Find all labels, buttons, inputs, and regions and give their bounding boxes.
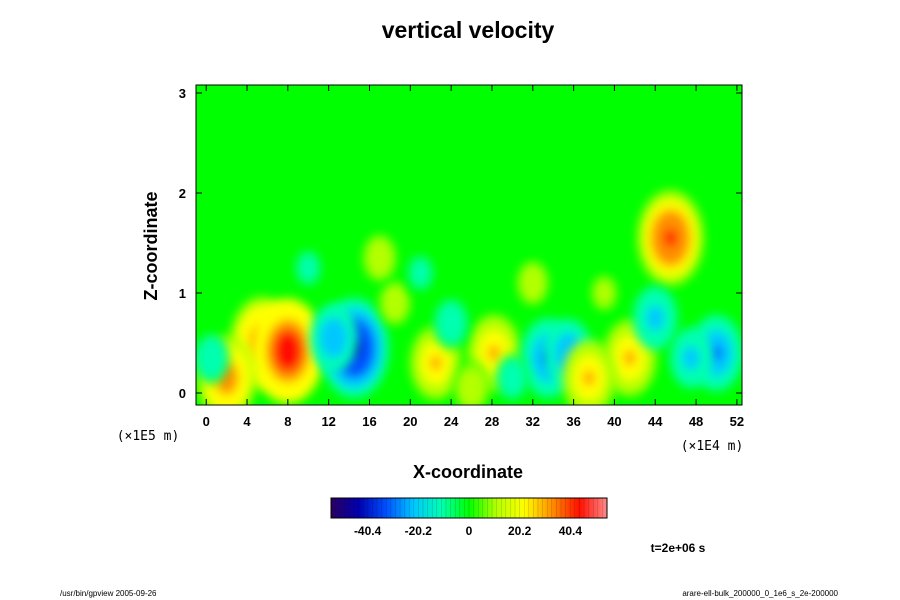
velocity-feature [196, 332, 230, 384]
x-tick-label: 32 [526, 414, 540, 429]
x-axis-title: X-coordinate [413, 462, 523, 482]
x-tick-label: 8 [284, 414, 291, 429]
x-tick-label: 40 [607, 414, 621, 429]
velocity-feature [453, 362, 490, 405]
velocity-feature [362, 232, 398, 284]
x-tick-label: 0 [203, 414, 210, 429]
x-tick-label: 4 [243, 414, 251, 429]
velocity-feature [562, 340, 616, 405]
y-tick-label: 1 [179, 286, 186, 301]
footer-right: arare-ell-bulk_200000_0_1e6_s_2e-200000 [682, 589, 838, 598]
velocity-feature [251, 298, 325, 404]
x-tick-label: 44 [648, 414, 663, 429]
colorbar-tick-label: 40.4 [559, 524, 583, 538]
velocity-feature [292, 246, 324, 290]
y-axis: 0 1 2 3 [179, 86, 742, 401]
colorbar-ticks: -40.4 -20.2 0 20.2 40.4 [335, 498, 603, 538]
x-tick-label: 52 [730, 414, 744, 429]
x-tick-label: 16 [362, 414, 376, 429]
velocity-feature [495, 354, 529, 402]
colorbar-tick-label: 20.2 [508, 524, 532, 538]
y-tick-label: 0 [179, 386, 186, 401]
velocity-feature [405, 251, 437, 295]
velocity-field [196, 190, 742, 405]
x-axis: 0 4 8 12 16 20 24 28 32 36 40 44 48 52 [203, 85, 744, 429]
velocity-feature [603, 320, 657, 396]
chart-title: vertical velocity [382, 17, 555, 43]
velocity-feature [588, 271, 620, 315]
velocity-feature [432, 297, 470, 349]
y-tick-label: 3 [179, 86, 186, 101]
y-axis-title: Z-coordinate [141, 191, 161, 300]
colorbar-tick-label: 0 [466, 524, 473, 538]
x-axis-unit: (×1E4 m) [681, 439, 744, 454]
x-tick-label: 20 [403, 414, 417, 429]
velocity-feature [310, 304, 358, 372]
footer-left: /usr/bin/gpview 2005-09-26 [60, 589, 157, 598]
x-tick-label: 36 [566, 414, 580, 429]
x-tick-label: 48 [689, 414, 703, 429]
velocity-feature [516, 259, 550, 307]
time-label: t=2e+06 s [651, 541, 706, 555]
x-tick-label: 28 [485, 414, 499, 429]
velocity-feature [633, 286, 678, 350]
velocity-feature [378, 279, 412, 327]
plot-frame [195, 84, 743, 406]
velocity-feature [637, 190, 704, 286]
y-axis-unit: (×1E5 m) [117, 429, 180, 444]
colorbar-gradient [330, 497, 608, 519]
velocity-feature [669, 328, 712, 388]
y-tick-label: 2 [179, 186, 186, 201]
colorbar-tick-label: -20.2 [405, 524, 433, 538]
x-tick-label: 12 [321, 414, 335, 429]
x-tick-label: 24 [444, 414, 459, 429]
colorbar: -40.4 -20.2 0 20.2 40.4 [330, 497, 608, 538]
colorbar-tick-label: -40.4 [354, 524, 382, 538]
plot-area [195, 84, 743, 406]
